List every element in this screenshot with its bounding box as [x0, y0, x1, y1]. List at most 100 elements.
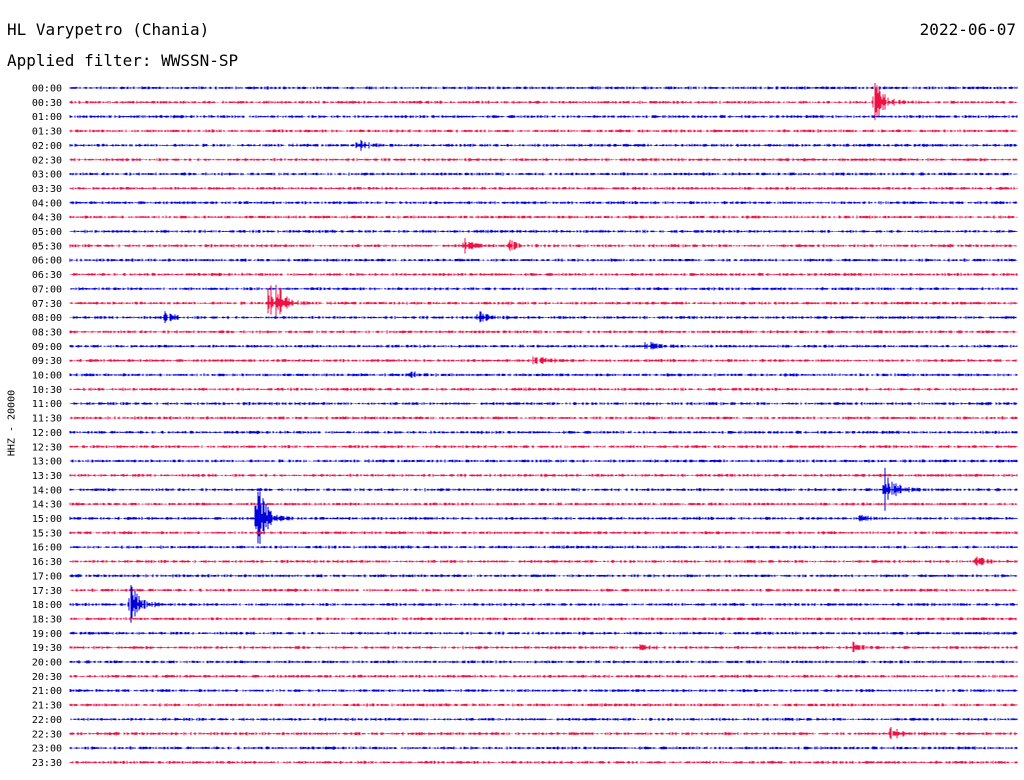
- row-label-1030: 10:30: [32, 385, 62, 396]
- row-label-0030: 00:30: [32, 98, 62, 109]
- row-label-1230: 12:30: [32, 442, 62, 453]
- row-label-0600: 06:00: [32, 256, 62, 267]
- row-label-1800: 18:00: [32, 600, 62, 611]
- row-label-1600: 16:00: [32, 543, 62, 554]
- trace-row-1500: [69, 491, 1018, 544]
- row-label-0930: 09:30: [32, 356, 62, 367]
- trace-row-1000: [69, 371, 1018, 378]
- trace-row-2200: [70, 717, 1018, 722]
- row-label-0530: 05:30: [32, 241, 62, 252]
- row-label-1700: 17:00: [32, 571, 62, 582]
- trace-row-0530: [69, 238, 1018, 254]
- trace-row-1100: [69, 401, 1018, 406]
- trace-row-0730: [69, 284, 1018, 317]
- trace-row-0100: [69, 114, 1018, 119]
- station-title: HL Varypetro (Chania): [7, 20, 210, 39]
- trace-row-1400: [69, 467, 1018, 511]
- row-label-1500: 15:00: [32, 514, 62, 525]
- row-label-1900: 19:00: [32, 629, 62, 640]
- row-label-1730: 17:30: [32, 586, 62, 597]
- trace-row-1430: [69, 502, 1018, 506]
- row-label-2200: 22:00: [32, 715, 62, 726]
- trace-row-2330: [69, 760, 1018, 765]
- row-label-2300: 23:00: [32, 744, 62, 755]
- trace-row-0200: [69, 139, 1018, 151]
- row-label-2100: 21:00: [32, 686, 62, 697]
- trace-row-2000: [69, 660, 1018, 664]
- trace-row-1130: [69, 416, 1018, 420]
- row-label-1430: 14:30: [32, 500, 62, 511]
- trace-row-0230: [69, 158, 1018, 162]
- trace-row-0500: [69, 229, 1018, 234]
- trace-row-2030: [69, 674, 1018, 678]
- trace-row-1900: [69, 631, 1018, 636]
- row-label-1630: 16:30: [32, 557, 62, 568]
- trace-row-0900: [69, 341, 1018, 350]
- row-label-2330: 23:30: [32, 758, 62, 769]
- row-label-0000: 00:00: [32, 84, 62, 95]
- trace-row-0030: [69, 82, 1018, 121]
- row-label-0100: 01:00: [32, 112, 62, 123]
- row-label-0130: 01:30: [32, 127, 62, 138]
- trace-row-2130: [69, 703, 1018, 707]
- trace-row-1630: [69, 556, 1018, 566]
- row-label-0500: 05:00: [32, 227, 62, 238]
- seismic-traces: [69, 82, 1018, 765]
- row-label-0830: 08:30: [32, 327, 62, 338]
- trace-row-1730: [69, 588, 1018, 592]
- filter-label: Applied filter: WWSSN-SP: [7, 51, 239, 70]
- row-label-1930: 19:30: [32, 643, 62, 654]
- trace-row-1230: [69, 445, 1018, 449]
- row-label-0300: 03:00: [32, 170, 62, 181]
- trace-row-0330: [69, 186, 1018, 190]
- trace-row-0630: [69, 272, 1018, 277]
- trace-row-1330: [69, 473, 1018, 478]
- row-label-1530: 15:30: [32, 528, 62, 539]
- trace-row-2100: [69, 688, 1018, 693]
- trace-row-0600: [69, 258, 1018, 262]
- trace-row-1930: [69, 641, 1018, 652]
- row-label-1130: 11:30: [32, 414, 62, 425]
- trace-row-0130: [69, 129, 1018, 133]
- row-label-1830: 18:30: [32, 614, 62, 625]
- trace-row-2300: [69, 746, 1018, 750]
- trace-row-0430: [69, 215, 1018, 219]
- row-label-0230: 02:30: [32, 155, 62, 166]
- row-label-2130: 21:30: [32, 701, 62, 712]
- row-label-0330: 03:30: [32, 184, 62, 195]
- trace-row-2230: [69, 727, 1018, 740]
- trace-row-0830: [69, 330, 1018, 334]
- row-label-2000: 20:00: [32, 658, 62, 669]
- row-label-1200: 12:00: [32, 428, 62, 439]
- row-label-1300: 13:00: [32, 457, 62, 468]
- row-label-1100: 11:00: [32, 399, 62, 410]
- row-label-0430: 04:30: [32, 213, 62, 224]
- row-label-0400: 04:00: [32, 198, 62, 209]
- trace-row-1800: [69, 585, 1018, 623]
- trace-row-0800: [69, 311, 1017, 323]
- trace-row-0400: [69, 201, 1018, 205]
- row-label-0630: 06:30: [32, 270, 62, 281]
- trace-row-1300: [69, 459, 1018, 463]
- trace-row-1200: [69, 430, 1018, 434]
- trace-row-1030: [69, 387, 1018, 392]
- trace-row-1700: [69, 574, 1018, 578]
- trace-row-1600: [69, 545, 1018, 549]
- row-label-0200: 02:00: [32, 141, 62, 152]
- row-label-1000: 10:00: [32, 371, 62, 382]
- row-label-1330: 13:30: [32, 471, 62, 482]
- trace-row-1530: [69, 531, 1018, 535]
- date-label: 2022-06-07: [919, 20, 1016, 39]
- trace-row-0930: [69, 356, 1018, 365]
- row-label-0800: 08:00: [32, 313, 62, 324]
- row-label-2030: 20:30: [32, 672, 62, 683]
- trace-row-1830: [69, 617, 1018, 621]
- row-label-0700: 07:00: [32, 284, 62, 295]
- row-label-2230: 22:30: [32, 729, 62, 740]
- trace-row-0700: [70, 287, 1018, 291]
- trace-row-0000: [69, 86, 1018, 90]
- row-label-0730: 07:30: [32, 299, 62, 310]
- row-time-labels: 00:00 00:30 01:00 01:30 02:00 02:30 03:00 03:30…: [32, 84, 62, 769]
- row-label-1400: 14:00: [32, 485, 62, 496]
